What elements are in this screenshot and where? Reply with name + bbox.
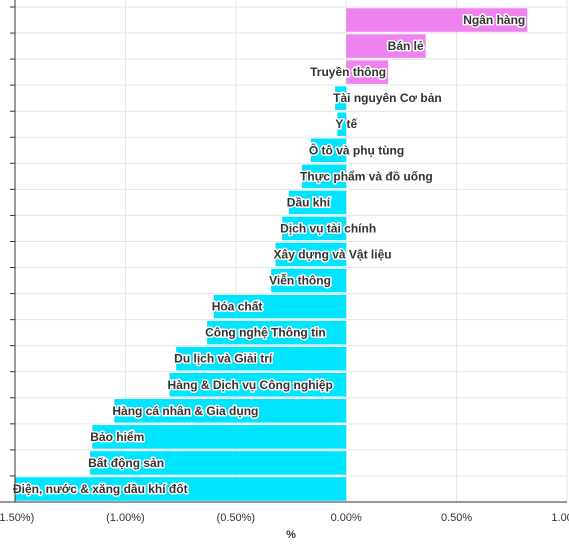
x-tick-label-0: (1.50%) (0, 512, 34, 524)
bar-label-16: Bảo hiểm (90, 430, 144, 444)
bar-10 (271, 268, 347, 293)
x-axis-title: % (286, 529, 296, 541)
bar-label-5: Ô tô và phụ tùng (309, 142, 404, 157)
gridlines (14, 0, 568, 503)
x-tick-label-4: 0.50% (441, 512, 472, 524)
bar-18 (15, 477, 347, 501)
bar-17 (90, 451, 347, 475)
bar-6 (302, 164, 347, 189)
bar-5 (310, 138, 347, 163)
bar-label-12: Công nghệ Thông tin (205, 326, 326, 340)
bar-3 (335, 86, 347, 110)
bar-15 (114, 399, 347, 423)
axes: (1.50%) (1.00%) (0.50%) 0.00% 0.50% 1.00% (0, 0, 569, 524)
x-tick-label-1: (1.00%) (106, 512, 145, 524)
bar-label-1: Bán lẻ (388, 39, 424, 53)
x-tick-label-5: 1.00% (551, 512, 569, 524)
bars (15, 8, 528, 501)
bar-label-4: Y tế (335, 117, 357, 131)
bar-11 (213, 294, 347, 319)
bar-label-18: Điện, nước & xăng dầu khí đốt (13, 482, 188, 496)
bar-14 (169, 372, 347, 397)
x-tick-label-2: (0.50%) (217, 512, 256, 524)
bar-9 (275, 242, 347, 267)
bar-4 (337, 112, 347, 137)
bar-2 (346, 60, 389, 84)
bar-label-9: Xây dựng và Vật liệu (274, 248, 392, 262)
bar-13 (176, 346, 347, 371)
bar-label-7: Dầu khí (287, 195, 331, 209)
bar-label-2: Truyền thông (310, 65, 386, 79)
bar-label-17: Bất động sản (88, 456, 164, 470)
bar-8 (282, 216, 347, 241)
bar-label-6: Thực phẩm và đồ uống (300, 169, 433, 183)
bar-1 (346, 34, 426, 58)
x-tick-label-3: 0.00% (331, 512, 362, 524)
bar-label-3: Tài nguyên Cơ bản (333, 91, 442, 105)
bar-label-8: Dịch vụ tài chính (280, 221, 376, 235)
bar-7 (288, 190, 347, 215)
bar-16 (92, 425, 347, 449)
bar-label-11: Hóa chất (212, 300, 263, 314)
bar-label-10: Viễn thông (269, 273, 331, 288)
bar-12 (207, 320, 347, 345)
bar-label-0: Ngân hàng (463, 13, 525, 27)
bar-label-15: Hàng cá nhân & Gia dụng (112, 404, 258, 418)
bar-label-14: Hàng & Dịch vụ Công nghiệp (168, 378, 333, 392)
bar-0 (346, 8, 528, 32)
bar-label-13: Du lịch và Giải trí (174, 352, 273, 366)
